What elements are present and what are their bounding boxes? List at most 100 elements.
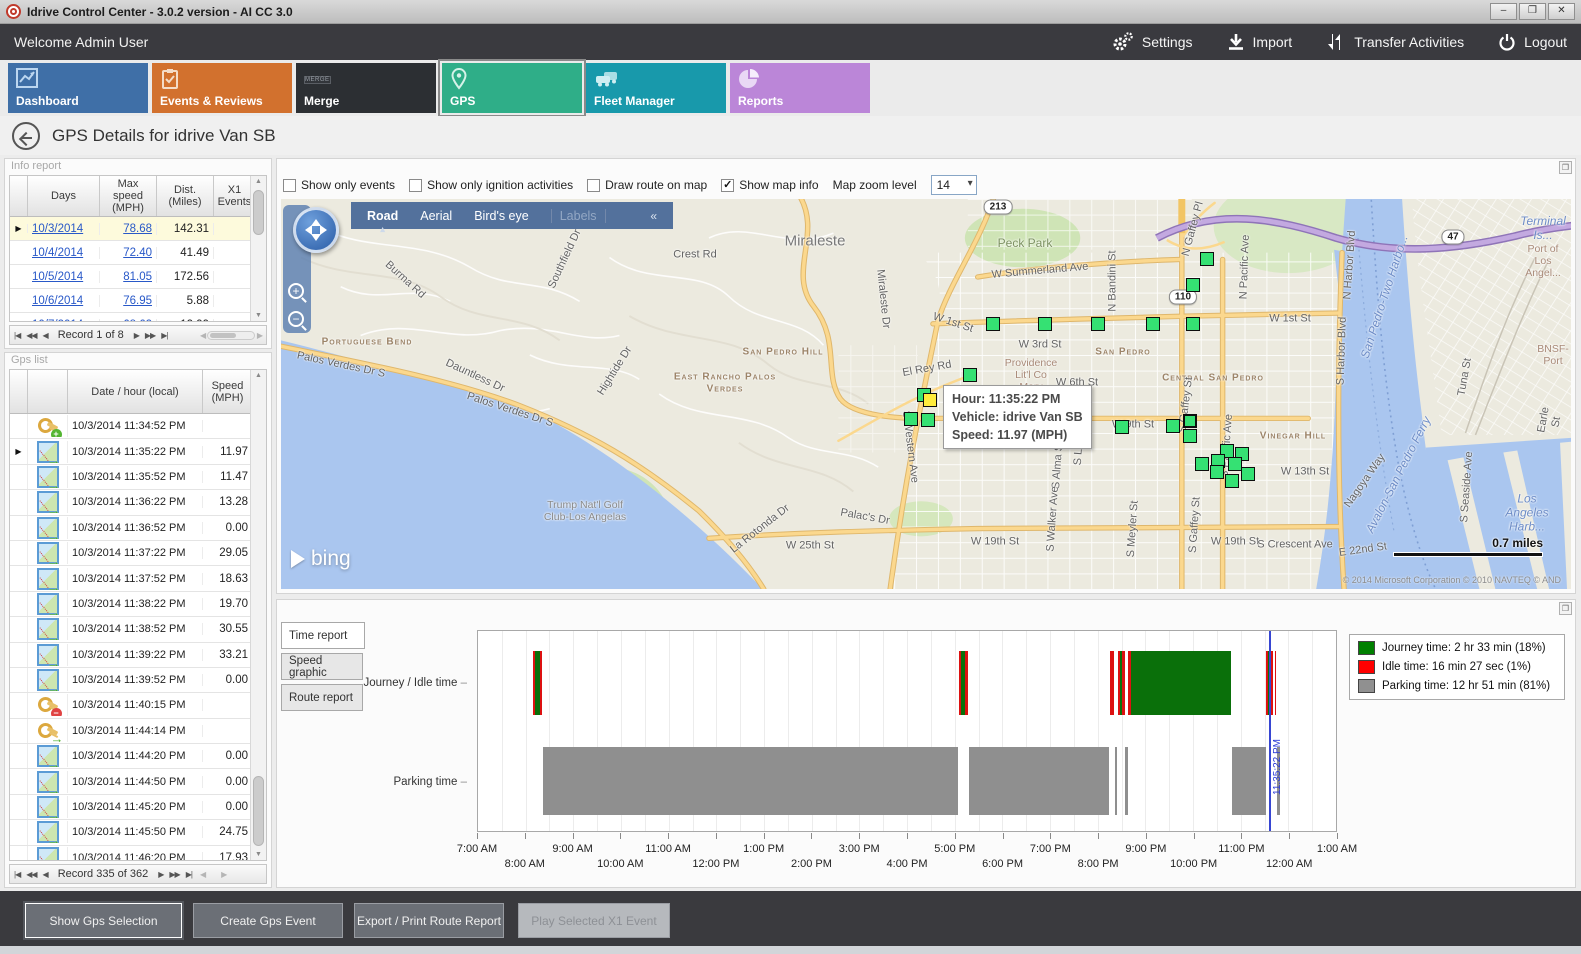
table-row[interactable]: → 10/3/2014 11:44:14 PM <box>10 718 266 745</box>
table-row[interactable]: +10/3/2014 11:34:52 PM <box>10 414 266 440</box>
info-table-scrollbar[interactable]: ▲ ▼ <box>250 176 266 321</box>
gps-marker[interactable] <box>1210 465 1224 479</box>
gps-marker[interactable] <box>1186 317 1200 331</box>
col-days[interactable]: Days <box>28 176 100 216</box>
minimize-button[interactable]: – <box>1490 3 1517 20</box>
pager-last[interactable]: ▶| <box>161 330 168 340</box>
pager-hscroll[interactable]: ◀ ▶ <box>200 869 227 879</box>
col-date-hour[interactable]: Date / hour (local) <box>68 370 203 413</box>
gps-marker[interactable] <box>1115 420 1129 434</box>
checkbox-show-only-events[interactable]: Show only events <box>283 178 395 192</box>
table-row[interactable]: ▶ 10/3/2014 78.68 142.31 <box>10 217 266 241</box>
map-style-labels[interactable]: Labels <box>550 208 606 223</box>
pager-first[interactable]: |◀ <box>14 869 21 879</box>
gps-marker[interactable] <box>1183 429 1197 443</box>
logout-button[interactable]: Logout <box>1498 33 1567 51</box>
map-zoom-in-button[interactable]: + <box>288 283 304 299</box>
checkbox-draw-route[interactable]: Draw route on map <box>587 178 707 192</box>
pager-prev[interactable]: ◀ <box>42 869 49 879</box>
transfer-activities-button[interactable]: Transfer Activities <box>1326 32 1464 52</box>
tab-dashboard[interactable]: Dashboard <box>8 63 148 113</box>
map-canvas[interactable]: Road Aerial Bird's eye Labels « + − Mira… <box>281 199 1571 589</box>
table-row[interactable]: 10/5/2014 81.05 172.56 <box>10 265 266 289</box>
tab-reports[interactable]: Reports <box>730 63 870 113</box>
show-gps-selection-button[interactable]: Show Gps Selection <box>25 903 182 938</box>
table-row[interactable]: 10/6/2014 76.95 5.88 <box>10 289 266 313</box>
map-pan-compass[interactable] <box>293 207 339 253</box>
tab-speed-graphic[interactable]: Speed graphic <box>281 653 363 680</box>
gps-marker[interactable] <box>904 412 918 426</box>
gps-marker[interactable] <box>1228 457 1242 471</box>
gps-marker[interactable] <box>1200 252 1214 266</box>
gps-marker[interactable] <box>1241 467 1255 481</box>
gps-marker[interactable] <box>986 317 1000 331</box>
gps-marker[interactable] <box>921 413 935 427</box>
pager-prev[interactable]: ◀ <box>42 330 49 340</box>
pager-last[interactable]: ▶| <box>185 869 193 879</box>
col-speed[interactable]: Speed (MPH) <box>211 379 244 404</box>
gps-table-scrollbar[interactable]: ▲ ▼ <box>250 370 266 860</box>
table-row[interactable]: 10/3/2014 11:44:50 PM0.00 <box>10 769 266 795</box>
gps-marker[interactable] <box>1225 474 1239 488</box>
table-row[interactable]: 10/7/201468.6212.99 <box>10 313 266 321</box>
map-panel-collapse-button[interactable]: ❐ <box>1559 161 1572 174</box>
import-button[interactable]: Import <box>1227 33 1292 51</box>
pager-next[interactable]: ▶ <box>158 869 164 879</box>
pager-next-page[interactable]: ▶▶ <box>169 869 180 879</box>
map-style-birds-eye[interactable]: Bird's eye <box>474 208 529 223</box>
gps-marker[interactable] <box>1146 317 1160 331</box>
tab-events-reviews[interactable]: Events & Reviews <box>152 63 292 113</box>
tab-fleet-manager[interactable]: Fleet Manager <box>586 63 726 113</box>
table-row[interactable]: 10/3/2014 11:39:52 PM0.00 <box>10 667 266 694</box>
tab-merge[interactable]: MERGE Merge <box>296 63 436 113</box>
play-selected-x1-event-button[interactable]: Play Selected X1 Event <box>518 903 670 938</box>
pager-hscroll[interactable]: ◀ ▶ <box>200 330 263 340</box>
maximize-button[interactable]: ❐ <box>1519 3 1546 20</box>
table-row[interactable]: −10/3/2014 11:40:15 PM <box>10 693 266 719</box>
map-style-road[interactable]: Road <box>367 209 398 223</box>
map-style-aerial[interactable]: Aerial <box>420 208 453 223</box>
chart-panel-collapse-button[interactable]: ❐ <box>1559 602 1572 615</box>
gps-marker[interactable] <box>1166 419 1180 433</box>
table-row[interactable]: 10/3/2014 11:44:20 PM0.00 <box>10 744 266 770</box>
selected-gps-marker[interactable] <box>923 393 937 407</box>
close-button[interactable]: ✕ <box>1548 3 1575 20</box>
table-row[interactable]: 10/3/2014 11:45:20 PM0.00 <box>10 794 266 821</box>
back-button[interactable] <box>12 121 40 150</box>
export-print-route-report-button[interactable]: Export / Print Route Report <box>354 903 504 938</box>
map-zoom-select[interactable]: 14 <box>930 175 977 195</box>
pager-next[interactable]: ▶ <box>133 330 140 340</box>
gps-marker[interactable] <box>1186 278 1200 292</box>
table-row[interactable]: 10/3/2014 11:36:52 PM0.00 <box>10 515 266 541</box>
pager-prev-page[interactable]: ◀◀ <box>26 330 37 340</box>
checkbox-show-only-ignition[interactable]: Show only ignition activities <box>409 178 573 192</box>
col-dist[interactable]: Dist. (Miles) <box>157 176 214 216</box>
map-zoom-out-button[interactable]: − <box>288 311 304 327</box>
create-gps-event-button[interactable]: Create Gps Event <box>193 903 343 938</box>
pager-first[interactable]: |◀ <box>14 330 21 340</box>
gps-marker[interactable] <box>1195 457 1209 471</box>
gps-marker[interactable] <box>1038 317 1052 331</box>
gps-marker[interactable] <box>1091 317 1105 331</box>
col-max-speed[interactable]: Max speed (MPH) <box>100 176 157 216</box>
checkbox-show-map-info[interactable]: ✓ Show map info <box>721 178 819 192</box>
pager-prev-page[interactable]: ◀◀ <box>26 869 37 879</box>
tab-gps[interactable]: GPS <box>438 59 586 117</box>
tab-time-report[interactable]: Time report <box>281 622 365 649</box>
table-row[interactable]: 10/4/2014 72.40 41.49 <box>10 241 266 265</box>
col-x1-events[interactable]: X1 Events <box>217 184 252 208</box>
gps-marker[interactable] <box>963 368 977 382</box>
gps-marker[interactable] <box>1183 414 1197 428</box>
settings-button[interactable]: Settings <box>1112 32 1193 52</box>
pager-next-page[interactable]: ▶▶ <box>144 330 156 340</box>
map-toolbar-collapse-icon[interactable]: « <box>650 208 657 223</box>
